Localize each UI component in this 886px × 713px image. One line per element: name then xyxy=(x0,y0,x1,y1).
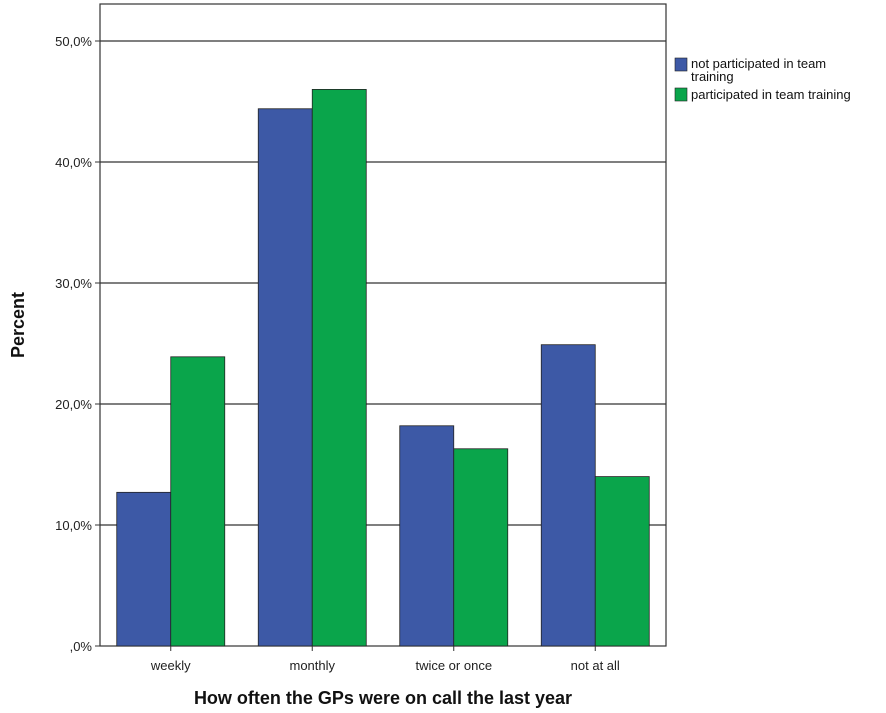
y-tick-label: 40,0% xyxy=(55,155,92,170)
legend-swatch-participated xyxy=(674,87,688,102)
y-tick-label: 50,0% xyxy=(55,34,92,49)
legend-label-not-participated: not participated in team training xyxy=(691,56,830,84)
y-axis-label: Percent xyxy=(8,292,28,358)
x-category-label: twice or once xyxy=(415,658,492,673)
bar-twice-or-once-series-2 xyxy=(453,448,509,647)
bar-twice-or-once-series-1 xyxy=(399,425,455,647)
legend-label-participated: participated in team training xyxy=(691,87,851,102)
bar-weekly-series-2 xyxy=(170,356,226,647)
legend-swatch-not-participated xyxy=(674,57,688,72)
x-category-label: not at all xyxy=(571,658,620,673)
bar-weekly-series-1 xyxy=(116,491,172,647)
x-category-label: weekly xyxy=(150,658,191,673)
bar-monthly-series-2 xyxy=(311,89,367,647)
y-axis-ticks: ,0% 10,0% 20,0% 30,0% 40,0% 50,0% xyxy=(55,34,100,654)
bar-not-at-all-series-1 xyxy=(540,344,596,647)
legend-label-line-1: not participated in team xyxy=(691,56,826,71)
x-axis-label: How often the GPs were on call the last … xyxy=(194,688,572,708)
legend: not participated in team training partic… xyxy=(674,56,851,102)
x-axis-categories: weekly monthly twice or once not at all xyxy=(150,646,620,673)
x-category-label: monthly xyxy=(289,658,335,673)
bar-monthly-series-1 xyxy=(257,108,313,647)
y-tick-label: 30,0% xyxy=(55,276,92,291)
bars xyxy=(116,89,650,647)
y-tick-label: 10,0% xyxy=(55,518,92,533)
y-tick-label: 20,0% xyxy=(55,397,92,412)
y-tick-label: ,0% xyxy=(70,639,93,654)
bar-not-at-all-series-2 xyxy=(594,476,650,647)
legend-label-line-2: training xyxy=(691,69,734,84)
